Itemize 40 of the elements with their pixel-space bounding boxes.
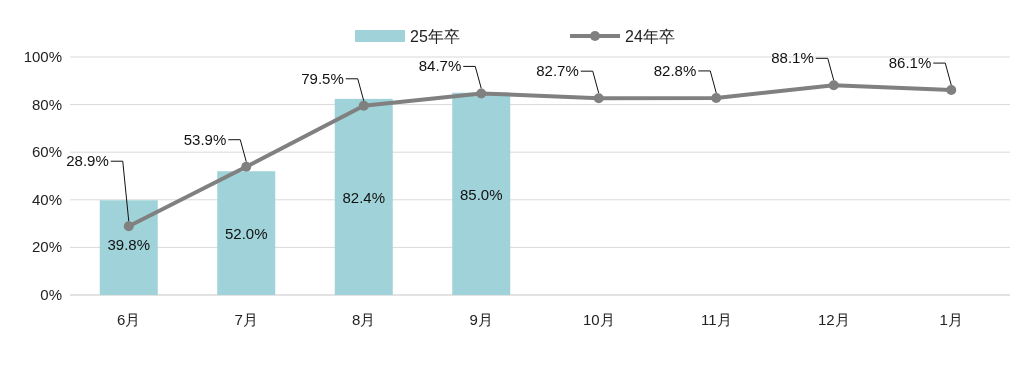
y-tick-label: 60% xyxy=(31,143,62,161)
data-label: 82.7% xyxy=(536,62,579,80)
data-label: 85.0% xyxy=(459,185,503,203)
data-label: 82.4% xyxy=(342,188,386,206)
data-label: 79.5% xyxy=(301,69,344,87)
data-label: 86.1% xyxy=(888,54,932,72)
x-tick-label: 6月 xyxy=(117,311,141,328)
data-label: 88.1% xyxy=(771,49,814,67)
y-tick-label: 20% xyxy=(31,238,62,256)
y-tick-label: 0% xyxy=(40,286,62,303)
bar xyxy=(334,98,393,295)
x-tick-label: 10月 xyxy=(582,311,615,328)
point xyxy=(123,221,134,232)
point xyxy=(593,93,604,104)
x-tick-label: 11月 xyxy=(700,311,732,328)
legend-label: 24年卒 xyxy=(625,28,675,45)
data-label: 53.9% xyxy=(183,130,227,148)
data-label: 28.9% xyxy=(66,152,109,170)
y-tick-label: 40% xyxy=(31,190,62,208)
x-tick-label: 9月 xyxy=(469,311,493,328)
x-tick-label: 12月 xyxy=(817,311,850,328)
data-label: 82.8% xyxy=(653,61,697,79)
point xyxy=(946,85,957,96)
point xyxy=(241,161,252,172)
data-label: 84.7% xyxy=(418,57,462,75)
point xyxy=(358,100,369,111)
x-tick-label: 1月 xyxy=(939,311,963,328)
point xyxy=(476,88,487,99)
x-tick-label: 8月 xyxy=(352,311,376,328)
data-label: 39.8% xyxy=(107,236,151,253)
point xyxy=(828,80,839,91)
data-label: 52.0% xyxy=(224,225,268,243)
point xyxy=(711,92,722,103)
legend-label: 25年卒 xyxy=(410,28,460,45)
bar xyxy=(452,92,511,295)
y-tick-label: 80% xyxy=(31,95,62,113)
bar xyxy=(99,200,158,295)
y-tick-label: 100% xyxy=(23,48,62,65)
bar xyxy=(217,171,276,295)
x-tick-label: 7月 xyxy=(234,311,258,328)
